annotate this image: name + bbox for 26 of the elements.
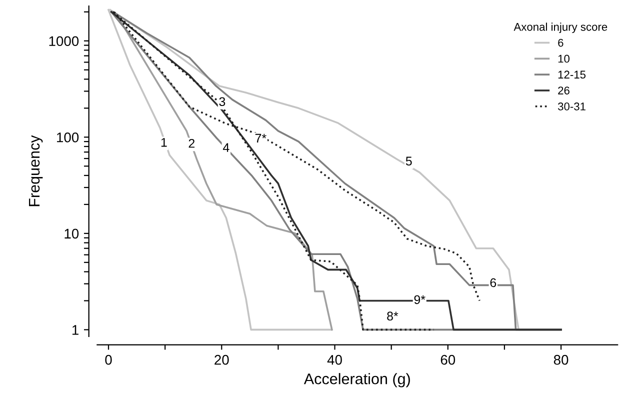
x-tick-label: 20 [214, 354, 229, 365]
y-tick-label: 100 [57, 132, 79, 142]
x-axis-title: Acceleration (g) [304, 373, 410, 388]
annotation: 2 [188, 138, 194, 148]
annotation: 7* [255, 134, 266, 143]
legend-label: 10 [558, 54, 570, 63]
legend-label: 26 [558, 86, 570, 94]
x-tick-label: 60 [440, 354, 456, 365]
annotation: 4 [222, 143, 230, 152]
legend-label: 6 [558, 38, 564, 47]
annotation: 6 [490, 278, 496, 288]
annotation: 1 [161, 138, 167, 147]
y-tick-label: 10 [64, 228, 79, 239]
x-tick-label: 80 [554, 354, 568, 365]
annotation: 9* [414, 295, 426, 304]
annotation: 3 [219, 97, 226, 106]
y-tick-label: 1000 [49, 36, 79, 46]
legend-label: 30-31 [558, 102, 586, 110]
y-tick-label: 1 [72, 325, 78, 335]
legend-label: 12-15 [558, 70, 586, 79]
annotation: 5 [406, 156, 412, 166]
x-tick-label: 40 [327, 354, 342, 365]
legend-title: Axonal injury score [514, 22, 608, 34]
y-axis-title: Frequency [29, 135, 43, 206]
annotation: 8* [387, 312, 398, 321]
x-tick-label: 0 [105, 354, 112, 365]
